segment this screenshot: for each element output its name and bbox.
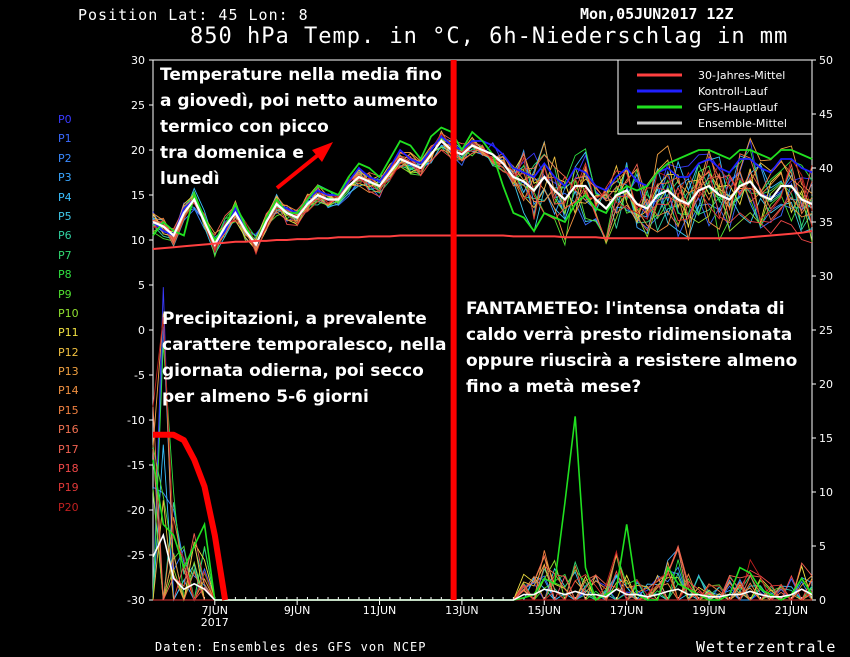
highlight-arrow-head	[312, 142, 333, 162]
annotation-line: Temperature nella media fino	[160, 65, 442, 85]
member-legend-item: P13	[58, 365, 79, 379]
member-legend-item: P2	[58, 151, 72, 165]
x-tick-label: 19JUN	[692, 604, 726, 617]
right-tick-label: 0	[819, 594, 826, 607]
member-legend: P0 P1 P2 P3 P4 P5 P6 P7 P8 P9 P10 P11 P12 P13 P14 P15 P1…	[58, 110, 79, 517]
member-legend-item: P12	[58, 345, 79, 359]
annotation-line: per almeno 5-6 giorni	[162, 387, 369, 407]
annotation-line: giornata odierna, poi secco	[162, 361, 424, 381]
annotation-line: tra domenica e	[160, 143, 304, 163]
right-tick-label: 15	[819, 432, 833, 445]
member-legend-item: P5	[58, 209, 72, 223]
fantameteo-annotation: FANTAMETEO: l'intensa ondata di caldo ve…	[466, 296, 797, 400]
highlight-arrow-shaft	[275, 153, 320, 190]
right-tick-label: 30	[819, 270, 833, 283]
legend-label: GFS-Hauptlauf	[698, 101, 779, 114]
left-axis: -30 -25 -20 -15 -10 -5 0 5 10 15 20 25 30	[127, 54, 153, 607]
x-tick-label: 15JUN	[528, 604, 562, 617]
left-tick-label: -30	[127, 594, 145, 607]
right-tick-label: 50	[819, 54, 833, 67]
right-axis: 0 5 10 15 20 25 30 35 40 45 50	[812, 54, 833, 607]
right-tick-label: 20	[819, 378, 833, 391]
left-tick-label: -10	[127, 414, 145, 427]
x-tick-sublabel: 2017	[201, 616, 229, 629]
legend-label: 30-Jahres-Mittel	[698, 69, 785, 82]
annotation-line: FANTAMETEO: l'intensa ondata di	[466, 299, 785, 319]
member-legend-item: P3	[58, 171, 72, 185]
member-legend-item: P4	[58, 190, 72, 204]
left-tick-label: -5	[134, 369, 145, 382]
left-tick-label: 30	[131, 54, 145, 67]
legend-label: Kontroll-Lauf	[698, 85, 769, 98]
chart-legend: 30-Jahres-Mittel Kontroll-Lauf GFS-Hauptla…	[617, 59, 813, 135]
member-legend-item: P9	[58, 287, 72, 301]
annotation-line: lunedì	[160, 169, 220, 189]
precipitation-line-ensemble-mittel	[152, 532, 813, 601]
left-tick-label: 20	[131, 144, 145, 157]
left-tick-label: 10	[131, 234, 145, 247]
member-legend-item: P6	[58, 229, 72, 243]
x-tick-label: 21JUN	[775, 604, 809, 617]
annotation-line: carattere temporalesco, nella	[162, 335, 447, 355]
annotation-line: a giovedì, poi netto aumento	[160, 91, 438, 111]
member-legend-item: P18	[58, 462, 79, 476]
left-tick-label: 0	[138, 324, 145, 337]
member-legend-item: P17	[58, 442, 79, 456]
x-tick-label: 17JUN	[610, 604, 644, 617]
right-tick-label: 5	[819, 540, 826, 553]
x-tick-label: 9JUN	[284, 604, 311, 617]
member-legend-item: P7	[58, 248, 72, 262]
main-series	[152, 126, 813, 602]
right-tick-label: 35	[819, 216, 833, 229]
left-tick-label: -25	[127, 549, 145, 562]
member-legend-item: P10	[58, 306, 79, 320]
member-legend-item: P11	[58, 326, 79, 340]
member-legend-item: P20	[58, 500, 79, 514]
highlight-precipitation-trend	[153, 431, 229, 601]
legend-label: Ensemble-Mittel	[698, 117, 787, 130]
member-legend-item: P1	[58, 132, 72, 146]
right-tick-label: 10	[819, 486, 833, 499]
left-tick-label: 15	[131, 189, 145, 202]
run-date-label: Mon,05JUN2017 12Z	[580, 5, 734, 23]
highlights	[153, 60, 457, 601]
left-tick-label: 5	[138, 279, 145, 292]
chart-title: 850 hPa Temp. in °C, 6h-Niederschlag in …	[190, 24, 789, 49]
temperature-line-30-jahres-mittel	[152, 230, 813, 250]
temperature-line-gfs-hauptlauf	[152, 126, 813, 247]
left-tick-label: -20	[127, 504, 145, 517]
member-legend-item: P0	[58, 113, 72, 126]
left-tick-label: -15	[127, 459, 145, 472]
member-legend-item: P15	[58, 403, 79, 417]
annotation-line: termico con picco	[160, 117, 329, 137]
data-source-label: Daten: Ensembles des GFS von NCEP	[155, 640, 427, 654]
left-tick-label: 25	[131, 99, 145, 112]
annotation-line: fino a metà mese?	[466, 377, 642, 397]
member-legend-item: P16	[58, 423, 79, 437]
annotation-line: caldo verrà presto ridimensionata	[466, 325, 793, 345]
right-tick-label: 40	[819, 162, 833, 175]
position-label: Position Lat: 45 Lon: 8	[78, 6, 309, 24]
precipitation-annotation: Precipitazioni, a prevalente carattere t…	[162, 306, 446, 410]
annotation-line: oppure riuscirà a resistere almeno	[466, 351, 798, 371]
brand-label: Wetterzentrale	[696, 638, 837, 656]
right-tick-label: 25	[819, 324, 833, 337]
x-tick-label: 7JUN	[202, 604, 229, 617]
annotation-line: Precipitazioni, a prevalente	[162, 309, 427, 329]
member-legend-item: P14	[58, 384, 79, 398]
x-tick-label: 11JUN	[363, 604, 397, 617]
x-tick-label: 13JUN	[445, 604, 479, 617]
member-legend-item: P19	[58, 481, 79, 495]
temperature-annotation: Temperature nella media fino a giovedì, …	[160, 62, 442, 192]
member-temperature-line	[152, 141, 813, 256]
temperature-line-ensemble-mittel	[152, 139, 813, 247]
right-tick-label: 45	[819, 108, 833, 121]
member-legend-item: P8	[58, 268, 72, 282]
